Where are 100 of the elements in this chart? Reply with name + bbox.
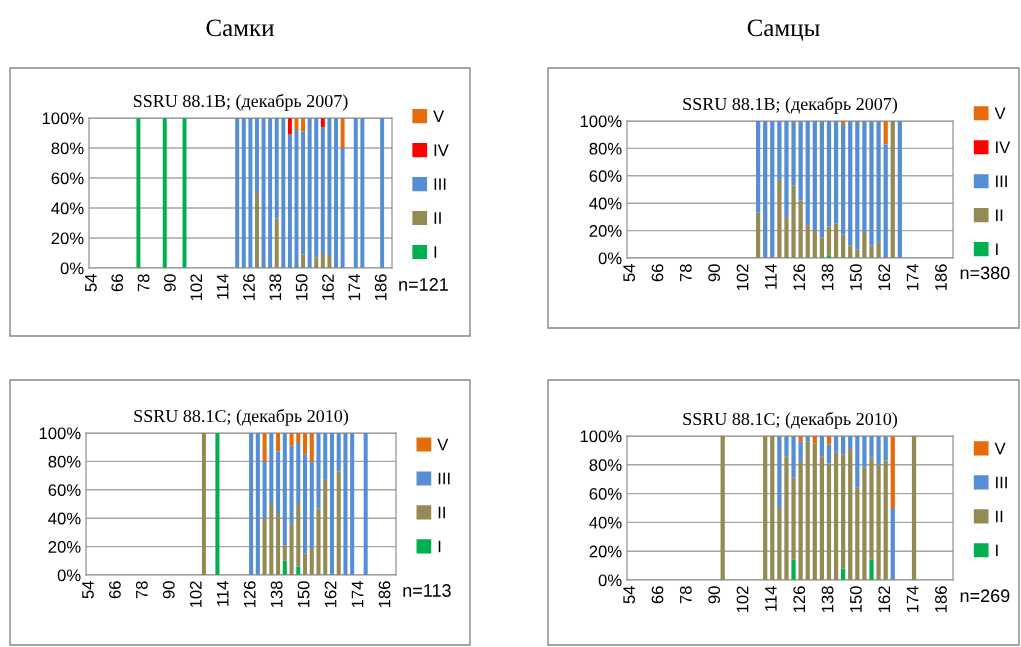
- bar: [363, 433, 368, 575]
- bar: [360, 118, 365, 268]
- bar: [833, 436, 839, 452]
- legend-label: III: [434, 178, 446, 190]
- bar: [254, 193, 259, 268]
- bar: [303, 553, 308, 575]
- bar: [791, 121, 796, 186]
- bar: [336, 433, 341, 472]
- x-tick-label: 186: [935, 586, 947, 613]
- bar: [720, 436, 725, 580]
- y-tick-label: 60%: [589, 170, 622, 182]
- legend-label: I: [996, 544, 998, 557]
- y-tick-label: 40%: [51, 202, 84, 215]
- bar: [869, 559, 874, 580]
- legend-label: V: [437, 438, 449, 451]
- y-tick-label: 40%: [589, 516, 622, 529]
- chart-subtitle: Самки: [206, 19, 274, 37]
- bar: [819, 456, 825, 580]
- bar: [791, 477, 796, 560]
- x-tick-label: 54: [82, 581, 94, 599]
- bar: [826, 463, 832, 580]
- x-tick-label: 114: [765, 264, 777, 289]
- text: n=380: [960, 266, 1010, 280]
- bar: [316, 508, 321, 575]
- bar: [798, 441, 803, 462]
- x-tick-label: 90: [708, 264, 721, 282]
- bar: [262, 461, 267, 519]
- bar: [755, 212, 761, 258]
- bar: [826, 444, 832, 464]
- x-tick-label: 186: [378, 581, 391, 608]
- bar: [241, 118, 246, 268]
- x-tick-label: 66: [109, 581, 121, 599]
- y-tick-label: 20%: [51, 232, 84, 245]
- bar: [296, 433, 301, 443]
- y-tick-label: 20%: [589, 225, 622, 237]
- legend-label: II: [996, 209, 1003, 221]
- y-tick-label: 20%: [48, 541, 81, 553]
- bar: [841, 436, 846, 455]
- x-tick-label: 150: [850, 264, 862, 291]
- bar: [862, 436, 867, 468]
- bar: [281, 118, 286, 268]
- bar: [770, 121, 775, 258]
- bar: [350, 433, 355, 575]
- bar: [819, 121, 825, 238]
- x-tick-label: 114: [765, 586, 777, 611]
- bar: [826, 226, 832, 256]
- legend-label: IV: [996, 141, 1011, 154]
- bar: [869, 457, 874, 560]
- x-tick-label: 186: [374, 274, 387, 301]
- bar: [791, 436, 796, 478]
- legend-label: III: [996, 476, 1007, 489]
- y-tick-label: 80%: [589, 142, 622, 155]
- bar: [327, 118, 332, 256]
- bar: [770, 436, 775, 580]
- bar: [784, 216, 789, 258]
- bar: [805, 225, 810, 258]
- legend-label: III: [438, 472, 450, 485]
- bar: [289, 523, 294, 575]
- bar: [316, 433, 321, 509]
- bar: [890, 121, 895, 258]
- x-tick-label: 54: [85, 274, 97, 292]
- bar: [340, 148, 345, 268]
- legend-label: II: [434, 212, 441, 224]
- bar: [876, 436, 881, 465]
- x-tick-label: 174: [906, 586, 919, 613]
- bar: [833, 223, 839, 258]
- bar: [309, 433, 314, 462]
- bar: [791, 559, 796, 580]
- bar: [296, 566, 301, 575]
- bar: [784, 121, 789, 217]
- bar: [309, 548, 314, 575]
- x-tick-label: 162: [324, 581, 337, 608]
- bar: [255, 433, 260, 575]
- y-tick-label: 0%: [598, 574, 622, 587]
- bar: [235, 118, 240, 268]
- legend-label: IV: [434, 144, 449, 156]
- bar: [274, 118, 279, 219]
- y-tick-label: 0%: [60, 262, 84, 275]
- bar: [307, 118, 312, 268]
- bar: [296, 442, 301, 504]
- bar: [812, 121, 817, 231]
- bar: [869, 121, 874, 246]
- bar: [777, 508, 782, 580]
- legend-label: V: [433, 110, 445, 122]
- bar: [805, 121, 810, 226]
- bar: [798, 200, 803, 258]
- x-tick-label: 162: [878, 586, 891, 613]
- y-tick-label: 60%: [589, 488, 622, 500]
- bar: [287, 134, 292, 268]
- bar: [269, 504, 274, 575]
- y-tick-label: 20%: [589, 545, 622, 558]
- x-tick-label: 126: [243, 274, 255, 301]
- x-tick-label: 174: [906, 264, 919, 291]
- x-tick-label: 126: [793, 264, 806, 291]
- bar: [784, 436, 789, 457]
- bar: [303, 454, 308, 554]
- bar: [282, 433, 287, 546]
- bar: [334, 118, 338, 268]
- bar: [269, 433, 274, 504]
- bar: [897, 121, 902, 258]
